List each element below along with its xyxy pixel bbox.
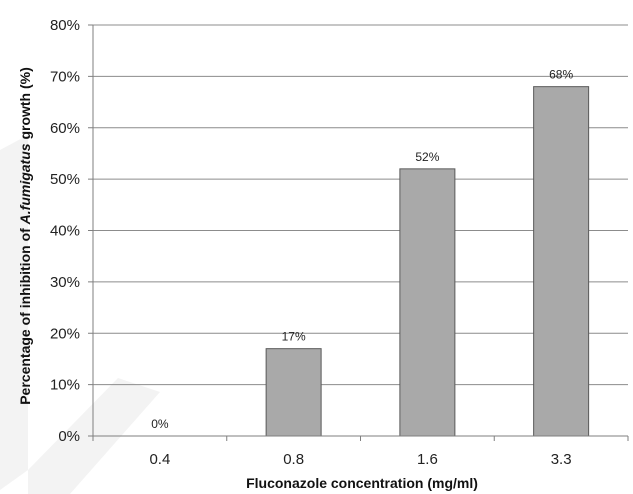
x-tick-label-3.3: 3.3 (551, 451, 572, 468)
bar-3.3 (533, 86, 590, 437)
x-tick-labels: 0.4 0.8 1.6 3.3 (149, 451, 571, 468)
y-tick-label: 20% (50, 325, 80, 342)
data-label-3.3: 68% (549, 68, 573, 82)
x-tick-label-0.4: 0.4 (149, 451, 170, 468)
axes (92, 25, 628, 437)
y-tick-label: 50% (50, 171, 80, 188)
y-axis-label: Percentage of inhibition of A.fumigatus … (17, 67, 33, 405)
x-tick-label-1.6: 1.6 (417, 451, 438, 468)
bars (265, 86, 590, 437)
data-label-0.8: 17% (282, 330, 306, 344)
y-axis-label-part-3: growth (%) (17, 67, 33, 143)
y-axis-label-species: A.fumigatus (17, 143, 33, 225)
data-labels: 0% 17% 52% 68% (151, 68, 573, 431)
y-tick-label: 30% (50, 274, 80, 291)
y-tick-labels: 0% 10% 20% 30% 40% 50% 60% 70% 80% (50, 17, 80, 445)
bar-1.6 (399, 168, 456, 437)
y-tick-label: 0% (58, 428, 80, 445)
y-tick-label: 80% (50, 17, 80, 34)
y-tick-label: 60% (50, 120, 80, 137)
data-label-1.6: 52% (415, 150, 439, 164)
bar-0.8 (265, 348, 322, 437)
y-tick-label: 70% (50, 68, 80, 85)
y-tick-label: 40% (50, 223, 80, 240)
y-tick-label: 10% (50, 377, 80, 394)
x-tick-label-0.8: 0.8 (283, 451, 304, 468)
data-label-0.4: 0% (151, 417, 169, 431)
x-axis-label: Fluconazole concentration (mg/ml) (246, 475, 478, 491)
y-axis-label-part-1: Percentage of inhibition of (17, 224, 33, 404)
